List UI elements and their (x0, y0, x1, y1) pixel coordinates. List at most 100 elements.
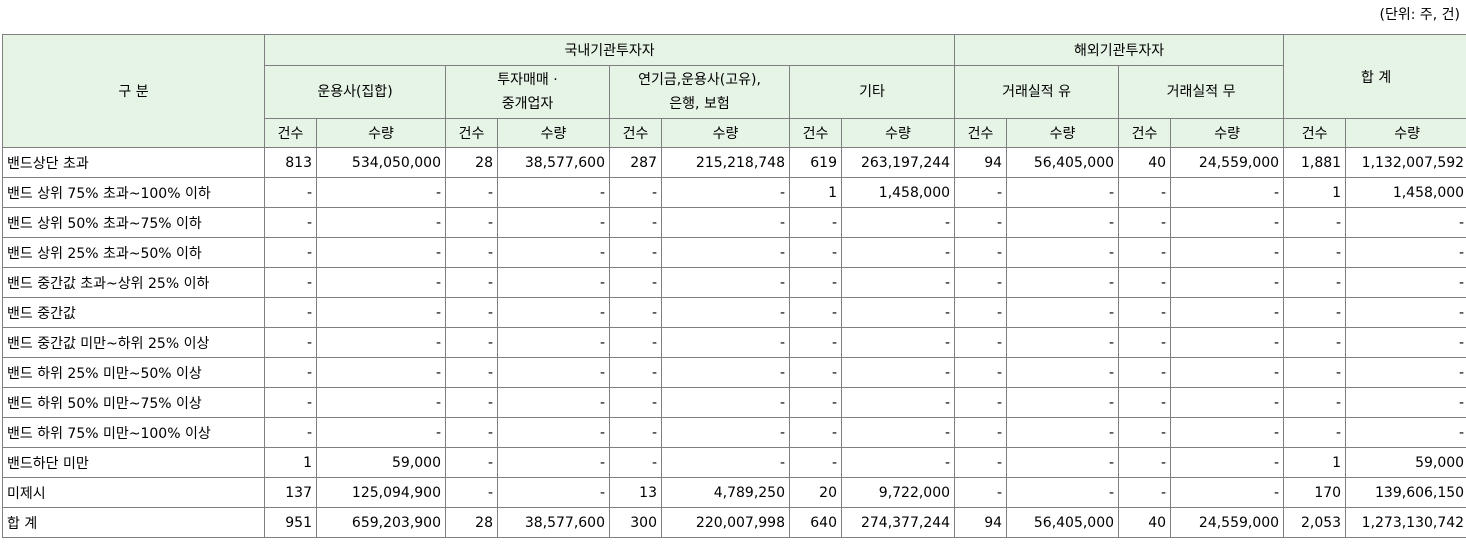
cell-qty: 56,405,000 (1006, 507, 1120, 538)
cell-count: - (609, 327, 662, 358)
cell-qty: - (1345, 237, 1466, 268)
cell-qty: - (661, 417, 790, 448)
header-count: 건수 (264, 118, 317, 148)
header-group-0: 운용사(집합) (264, 65, 446, 119)
row-label: 밴드 중간값 초과~상위 25% 이하 (2, 267, 265, 298)
cell-qty: - (1170, 447, 1285, 478)
cell-qty: - (1345, 297, 1466, 328)
cell-count: 137 (264, 477, 317, 508)
cell-qty: - (1170, 357, 1285, 388)
cell-count: 28 (445, 147, 498, 178)
row-label: 밴드 하위 50% 미만~75% 이상 (2, 387, 265, 418)
cell-count: - (954, 237, 1008, 268)
table-header: 구 분 국내기관투자자 해외기관투자자 합 계 운용사(집합) 투자매매 · 중개업… (2, 34, 1466, 148)
cell-count: - (445, 327, 498, 358)
cell-count: 619 (789, 147, 842, 178)
header-count: 건수 (954, 118, 1008, 148)
cell-qty: - (661, 327, 790, 358)
cell-qty: 24,559,000 (1170, 507, 1285, 538)
cell-count: - (264, 417, 317, 448)
header-qty: 수량 (1006, 118, 1120, 148)
header-group-line2: 중개업자 (501, 96, 554, 112)
cell-count: - (445, 357, 498, 388)
cell-qty: 220,007,998 (661, 507, 790, 538)
cell-qty: - (1006, 327, 1120, 358)
cell-qty: - (840, 447, 956, 478)
cell-count: - (1118, 447, 1172, 478)
table-row: 밴드 하위 75% 미만~100% 이상 - - - - - - - - - - - - - - (2, 417, 1466, 448)
cell-qty: - (661, 207, 790, 238)
table-row: 밴드 중간값 초과~상위 25% 이하 - - - - - - - - - - - - - - (2, 267, 1466, 298)
row-label: 밴드 상위 75% 초과~100% 이하 (2, 177, 265, 208)
cell-qty: - (840, 297, 956, 328)
cell-count: - (445, 207, 498, 238)
cell-qty: - (1345, 267, 1466, 298)
cell-count: - (789, 447, 842, 478)
cell-qty: - (1006, 267, 1120, 298)
cell-count: 1 (1283, 447, 1347, 478)
cell-qty: 215,218,748 (661, 147, 790, 178)
cell-qty: - (1006, 477, 1120, 508)
cell-qty: - (840, 327, 956, 358)
cell-qty: - (1006, 237, 1120, 268)
cell-count: 640 (789, 507, 842, 538)
cell-count: - (789, 267, 842, 298)
cell-qty: - (316, 357, 446, 388)
cell-qty: - (1170, 267, 1285, 298)
cell-count: - (445, 477, 498, 508)
cell-qty: - (316, 417, 446, 448)
cell-qty: - (1006, 447, 1120, 478)
header-domestic: 국내기관투자자 (263, 34, 956, 66)
header-category: 구 분 (2, 34, 265, 148)
header-count: 건수 (1118, 118, 1172, 148)
header-group-line1: 거래실적 무 (1166, 84, 1236, 100)
cell-count: 2,053 (1283, 507, 1347, 538)
cell-qty: 534,050,000 (316, 147, 446, 178)
cell-count: - (1118, 357, 1172, 388)
cell-qty: - (661, 267, 790, 298)
cell-qty: - (1006, 417, 1120, 448)
cell-count: - (1283, 267, 1347, 298)
cell-count: - (1283, 387, 1347, 418)
cell-qty: - (840, 207, 956, 238)
header-group-line1: 연기금,운용사(고유), (638, 72, 761, 88)
cell-qty: - (497, 417, 610, 448)
cell-count: - (1283, 207, 1347, 238)
header-group-4: 거래실적 유 (954, 65, 1120, 119)
cell-qty: - (497, 177, 610, 208)
cell-count: - (264, 267, 317, 298)
table-row: 합 계 951 659,203,900 28 38,577,600 300 220,007,… (2, 507, 1466, 538)
cell-count: - (789, 297, 842, 328)
header-group-5: 거래실적 무 (1118, 65, 1285, 119)
cell-count: 1 (264, 447, 317, 478)
cell-count: 94 (954, 147, 1008, 178)
cell-count: - (789, 387, 842, 418)
cell-count: 13 (609, 477, 662, 508)
cell-count: - (1283, 357, 1347, 388)
cell-qty: 38,577,600 (497, 147, 610, 178)
cell-count: - (954, 327, 1008, 358)
cell-count: - (264, 177, 317, 208)
cell-count: - (609, 177, 662, 208)
cell-qty: - (840, 237, 956, 268)
table-row: 밴드 상위 75% 초과~100% 이하 - - - - - -1 1,458,000- - - -… (2, 177, 1466, 208)
table-row: 밴드 상위 50% 초과~75% 이하 - - - - - - - - - - - - - - (2, 207, 1466, 238)
cell-qty: - (840, 417, 956, 448)
cell-count: - (264, 237, 317, 268)
header-qty: 수량 (316, 118, 446, 148)
table-row: 미제시 137 125,094,900- -13 4,789,250 20 9,722,00… (2, 477, 1466, 508)
cell-count: - (954, 177, 1008, 208)
header-qty: 수량 (1345, 118, 1466, 148)
cell-count: - (789, 357, 842, 388)
cell-qty: - (1006, 207, 1120, 238)
cell-qty: - (1345, 357, 1466, 388)
cell-qty: - (1345, 327, 1466, 358)
header-group-line1: 기타 (859, 84, 885, 100)
cell-count: - (954, 207, 1008, 238)
cell-count: - (445, 297, 498, 328)
cell-qty: - (1006, 387, 1120, 418)
table-row: 밴드상단 초과 813 534,050,000 28 38,577,600 287 215,… (2, 147, 1466, 178)
cell-count: - (264, 387, 317, 418)
table-row: 밴드 중간값 미만~하위 25% 이상 - - - - - - - - - - - - - - (2, 327, 1466, 358)
header-group-2: 연기금,운용사(고유), 은행, 보험 (609, 65, 790, 119)
